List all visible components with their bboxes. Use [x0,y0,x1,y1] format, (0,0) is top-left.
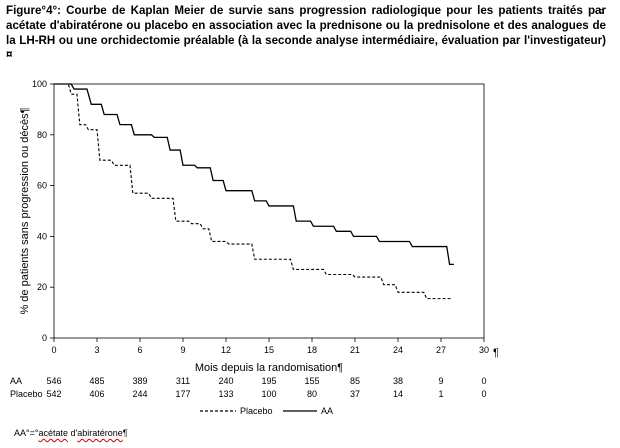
y-tick-label: 40 [37,231,47,241]
figure-caption: Figure°4°: Courbe de Kaplan Meier de sur… [6,4,606,63]
x-tick-label: 21 [350,345,360,355]
at-risk-cell: 0 [481,376,487,386]
x-tick-label: 12 [221,345,231,355]
at-risk-cell: 244 [132,389,148,399]
at-risk-cell: 406 [89,389,105,399]
survival-curves [54,83,454,300]
at-risk-cell: 389 [132,376,148,386]
plot-area [53,83,485,339]
at-risk-row-label: Placebo [10,389,43,399]
footnote-middle: d' [68,428,78,438]
x-axis-end-mark: ¶ [493,347,499,359]
y-tick-label: 80 [37,130,47,140]
at-risk-cell: 38 [392,376,403,386]
at-risk-cell: 177 [175,389,191,399]
at-risk-cell: 133 [218,389,234,399]
x-tick-label: 3 [94,345,99,355]
at-risk-cell: 80 [306,389,317,399]
at-risk-cell: 85 [349,376,360,386]
at-risk-cell: 240 [218,376,234,386]
x-tick-label: 15 [264,345,274,355]
at-risk-cell: 485 [89,376,105,386]
at-risk-cell: 195 [261,376,277,386]
x-tick-label: 9 [180,345,185,355]
legend: Placebo AA [200,406,333,416]
at-risk-cell: 542 [46,389,62,399]
at-risk-cell: 0 [481,389,487,399]
x-tick-label: 30 [479,345,489,355]
caption-cell-mark: ¤ [598,6,604,16]
at-risk-cell: 100 [261,389,277,399]
x-axis-label: Mois depuis la randomisation¶ [195,362,343,374]
at-risk-cell: 14 [392,389,403,399]
x-tick-label: 6 [137,345,142,355]
at-risk-table: AA 546 485 389 311 240 195 155 85 38 9 0 Placebo 542 4… [10,376,610,400]
y-axis-label: % de patients sans progression ou décès¶ [19,107,31,314]
at-risk-cell: 37 [349,389,360,399]
at-risk-cell: 155 [304,376,320,386]
at-risk-cell: 9 [438,376,444,386]
x-tick-label: 24 [393,345,403,355]
legend-aa-label: AA [321,406,333,416]
legend-placebo-label: Placebo [240,406,273,416]
x-tick-label: 18 [307,345,317,355]
series-line-aa [54,83,454,265]
footnote-prefix: AA°=° [14,428,39,438]
x-tick-label: 27 [436,345,446,355]
y-tick-label: 100 [32,79,47,89]
footnote-word-acetate: acétate [38,428,68,438]
y-tick-label: 60 [37,181,47,191]
series-line-placebo [54,83,453,300]
footnote-word-abiraterone: abiratérone [77,428,123,438]
y-tick-label: 0 [42,333,47,343]
x-tick-label: 0 [51,345,56,355]
y-axis: 0 20 40 60 80 100 [32,79,54,343]
at-risk-cell: 1 [438,389,444,399]
footnote-suffix: ¶ [122,428,128,438]
x-axis: 0 3 6 9 12 15 18 21 24 27 30 [51,338,489,355]
y-tick-label: 20 [37,282,47,292]
at-risk-cell: 546 [46,376,62,386]
caption-text: Figure°4°: Courbe de Kaplan Meier de sur… [6,4,606,62]
at-risk-row-label: AA [10,376,23,386]
footnote: AA°=°acétate d'abiratérone¶ [14,428,128,438]
at-risk-cell: 311 [175,376,191,386]
